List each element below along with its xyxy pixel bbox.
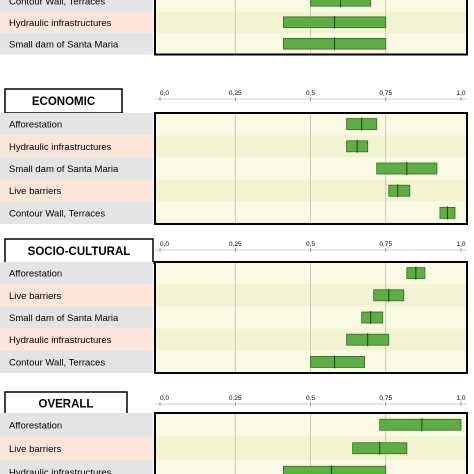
row-label: Small dam of Santa Maria <box>9 313 119 324</box>
row-plot-bg <box>155 135 467 158</box>
panel-title: SOCIO-CULTURAL <box>28 246 131 258</box>
x-tick-label: 0,25 <box>229 90 242 97</box>
row-plot-bg <box>155 262 467 285</box>
row-plot-bg <box>155 284 467 307</box>
row-label: Afforestation <box>9 269 62 280</box>
row-plot-bg <box>155 201 467 224</box>
row-label-bg <box>0 413 153 437</box>
row-plot-bg <box>155 306 467 329</box>
row-label-bg <box>0 201 153 224</box>
panel-title-box <box>4 238 154 264</box>
row-label-bg <box>0 306 153 329</box>
x-tick-label: 0,75 <box>379 395 392 402</box>
plot-frame <box>154 412 468 474</box>
range-box <box>361 311 384 324</box>
x-tick-label: 0,5 <box>306 241 315 248</box>
row-label-bg <box>0 157 153 180</box>
row-label-bg <box>0 113 153 136</box>
row-plot-bg <box>155 436 467 460</box>
x-tick-label: 0,5 <box>306 90 315 97</box>
x-tick-label: 0,25 <box>229 395 242 402</box>
row-label: Small dam of Santa Maria <box>9 39 119 50</box>
x-tick-label: 0,25 <box>229 241 242 248</box>
x-tick-label: 0,5 <box>306 395 315 402</box>
range-box <box>310 355 366 368</box>
plot-frame <box>154 261 468 374</box>
x-tick-label: 0,75 <box>379 241 392 248</box>
row-label-bg <box>0 328 153 351</box>
row-label-bg <box>0 436 153 460</box>
row-plot-bg <box>155 328 467 351</box>
panel-3: SOCIO-CULTURAL 0,0 0,25 0,5 0,75 1,0 Afforesta… <box>0 238 468 374</box>
row-label-bg <box>0 11 153 33</box>
row-label: Hydraulic infrastructures <box>9 18 112 29</box>
row-label: Contour Wall, Terraces <box>9 0 105 7</box>
range-box <box>388 184 411 197</box>
row-label-bg <box>0 262 153 285</box>
x-tick-label: 0,0 <box>160 395 169 402</box>
row-label-bg <box>0 460 153 474</box>
row-label: Small dam of Santa Maria <box>9 164 119 175</box>
plot-frame <box>154 112 468 225</box>
row-label: Live barriers <box>9 444 62 455</box>
range-box <box>379 418 462 431</box>
range-box <box>283 465 387 474</box>
row-label-bg <box>0 33 153 55</box>
x-tick-label: 1,0 <box>456 90 465 97</box>
plot-frame <box>154 0 468 56</box>
row-label: Afforestation <box>9 420 62 431</box>
row-label: Hydraulic infrastructures <box>9 335 112 346</box>
row-label: Live barriers <box>9 186 62 197</box>
row-plot-bg <box>155 179 467 202</box>
x-tick-label: 0,0 <box>160 241 169 248</box>
row-label: Afforestation <box>9 120 62 131</box>
row-label-bg <box>0 179 153 202</box>
panel-title: ECONOMIC <box>32 96 95 108</box>
row-label: Live barriers <box>9 291 62 302</box>
panel-4: OVERALL 0,0 0,25 0,5 0,75 1,0 Afforestation Liv… <box>0 391 468 474</box>
panel-2: ECONOMIC 0,0 0,25 0,5 0,75 1,0 Afforestation Hy… <box>0 88 468 225</box>
x-tick-label: 1,0 <box>456 395 465 402</box>
row-label-bg <box>0 350 153 373</box>
row-plot-bg <box>155 113 467 136</box>
row-label: Contour Wall, Terraces <box>9 208 105 219</box>
row-label: Hydraulic infrastructures <box>9 467 112 474</box>
panel-title: OVERALL <box>39 399 94 411</box>
row-label-bg <box>0 284 153 307</box>
x-tick-label: 0,75 <box>379 90 392 97</box>
panel-1: Contour Wall, Terraces Hydraulic infrastr… <box>0 0 468 56</box>
row-label: Contour Wall, Terraces <box>9 357 105 368</box>
x-tick-label: 1,0 <box>456 241 465 248</box>
row-label-bg <box>0 135 153 158</box>
row-label-bg <box>0 0 153 12</box>
row-label: Hydraulic infrastructures <box>9 142 112 153</box>
x-tick-label: 0,0 <box>160 90 169 97</box>
